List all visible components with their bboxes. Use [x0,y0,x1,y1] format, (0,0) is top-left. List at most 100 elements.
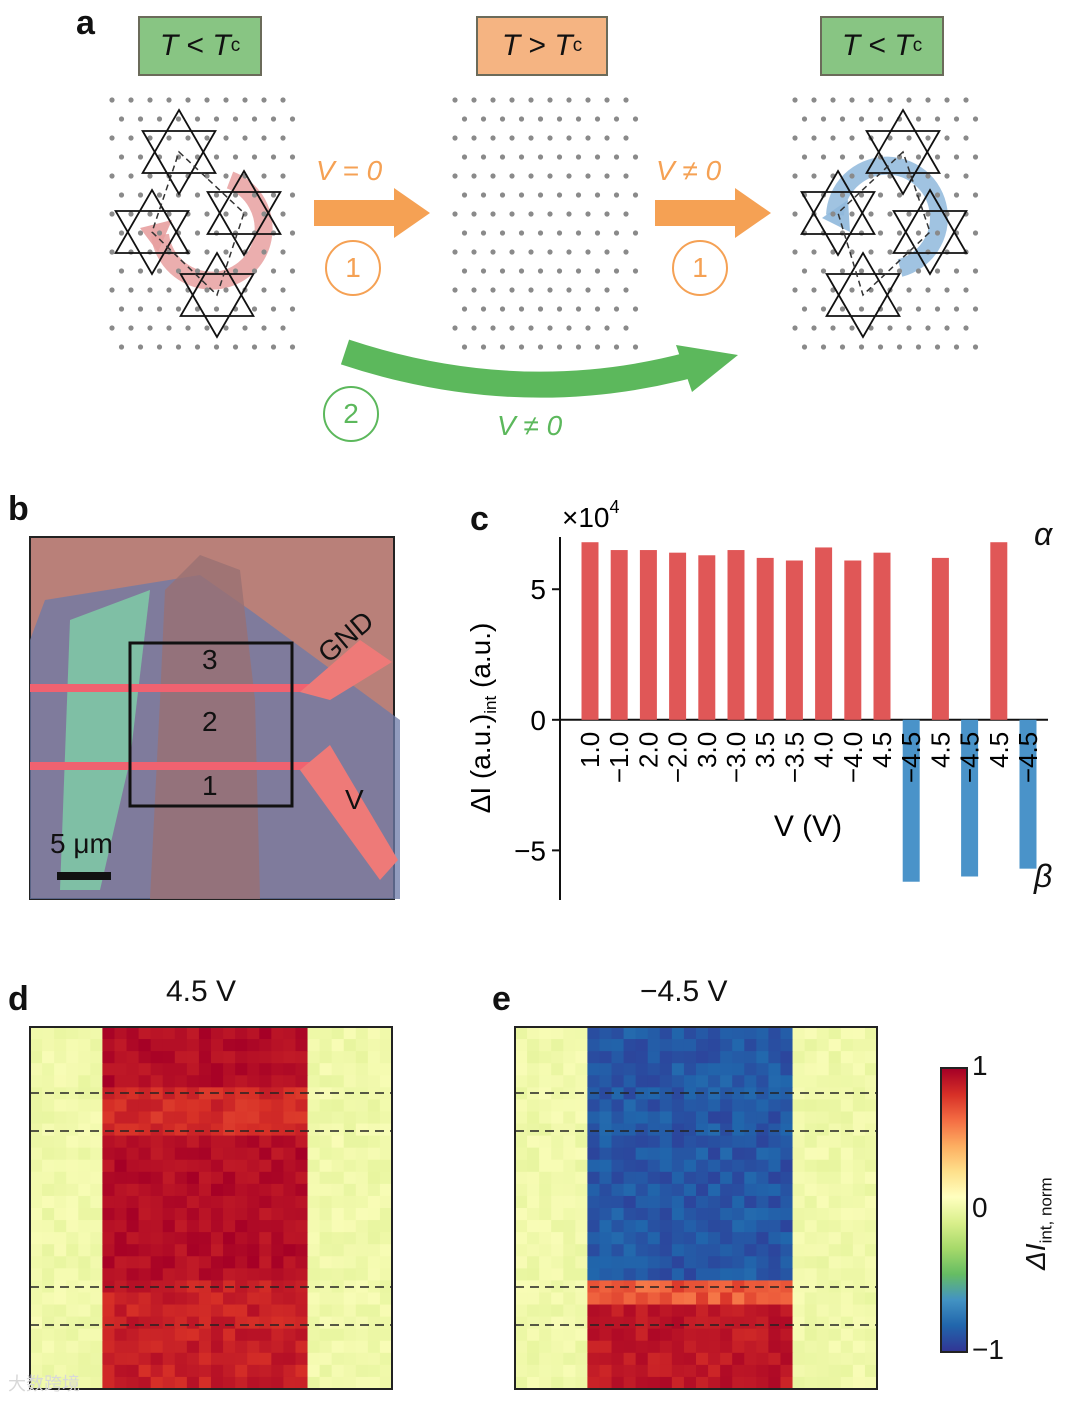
lattice-dot [232,116,239,122]
map-pixel [247,1051,260,1064]
x-tick-label: −3.5 [779,732,809,783]
map-pixel [343,1159,357,1173]
map-pixel [683,1123,697,1137]
lattice-dot [137,192,144,198]
map-pixel [379,1135,393,1149]
map-pixel [54,1171,67,1185]
map-pixel [599,1039,613,1052]
map-pixel [635,1039,649,1052]
lattice-dot [175,306,182,312]
map-pixel [78,1123,91,1137]
map-pixel [647,1183,661,1197]
lattice-dot [137,268,144,274]
lattice-dot [452,249,458,255]
map-pixel [599,1340,613,1354]
map-pixel [307,1051,321,1064]
map-pixel [551,1292,564,1306]
lattice-dot [270,154,277,160]
lattice-dot [906,97,912,103]
map-pixel [647,1220,661,1233]
step-2: 2 [323,386,379,442]
map-pixel [551,1244,564,1257]
map-pixel [42,1159,55,1173]
map-pixel [623,1352,637,1366]
map-pixel [307,1364,321,1378]
map-pixel [283,1268,297,1281]
lattice-dot [461,116,468,122]
map-pixel [307,1256,321,1269]
map-pixel [864,1171,878,1185]
map-pixel [271,1364,284,1378]
map-pixel [295,1268,309,1281]
map-pixel [331,1039,345,1052]
x-tick-label: 4.5 [867,732,897,768]
lattice-dot [490,211,496,217]
map-pixel [756,1208,769,1221]
map-pixel [792,1171,806,1185]
map-pixel [319,1232,333,1245]
lattice-dot [953,192,960,198]
map-pixel [575,1292,588,1306]
map-pixel [42,1099,55,1113]
map-pixel [319,1244,333,1257]
x-tick-label: 2.0 [633,732,663,768]
map-pixel [379,1256,393,1269]
lattice-dot [537,344,544,350]
map-pixel [198,1232,212,1245]
map-pixel [90,1292,103,1306]
map-pixel [367,1208,381,1221]
map-pixel [54,1183,67,1197]
map-pixel [42,1111,55,1125]
map-pixel [211,1027,224,1040]
lattice-dot [934,154,941,160]
map-pixel [756,1111,769,1125]
map-pixel [816,1364,830,1378]
map-pixel [283,1340,297,1354]
map-pixel [367,1244,381,1257]
map-pixel [527,1352,540,1366]
map-pixel [102,1171,116,1185]
map-pixel [635,1051,649,1064]
map-pixel [647,1111,661,1125]
lattice-dot [547,287,553,293]
map-pixel [840,1027,854,1040]
map-pixel [271,1292,284,1306]
lattice-dot [896,306,903,312]
map-pixel [611,1159,625,1173]
map-pixel [114,1304,128,1318]
map-pixel [367,1099,381,1113]
lattice-dot [509,249,515,255]
map-pixel [223,1195,236,1209]
map-pixel [575,1268,588,1281]
map-pixel [623,1256,637,1269]
map-pixel [367,1111,381,1125]
lattice-dot [490,249,496,255]
map-pixel [828,1051,842,1064]
map-pixel [804,1256,818,1269]
map-pixel [331,1292,345,1306]
map-pixel [283,1232,297,1245]
map-pixel [563,1280,576,1294]
map-pixel [708,1063,721,1076]
map-pixel [235,1195,248,1209]
map-pixel [30,1376,43,1390]
map-pixel [720,1304,733,1318]
map-pixel [223,1244,236,1257]
map-pixel [599,1171,613,1185]
map-pixel [551,1280,564,1294]
y-scale-exponent: 4 [610,497,620,517]
map-pixel [114,1244,128,1257]
map-pixel [744,1292,757,1306]
map-pixel [683,1159,697,1173]
map-pixel [780,1364,794,1378]
map-pixel [768,1159,782,1173]
map-pixel [283,1051,297,1064]
map-pixel [66,1268,79,1281]
map-pixel [696,1099,709,1113]
map-pixel [804,1027,818,1040]
map-pixel [235,1364,248,1378]
map-pixel [186,1328,200,1342]
map-pixel [840,1183,854,1197]
alpha-label: α [1034,516,1053,552]
map-pixel [587,1171,601,1185]
